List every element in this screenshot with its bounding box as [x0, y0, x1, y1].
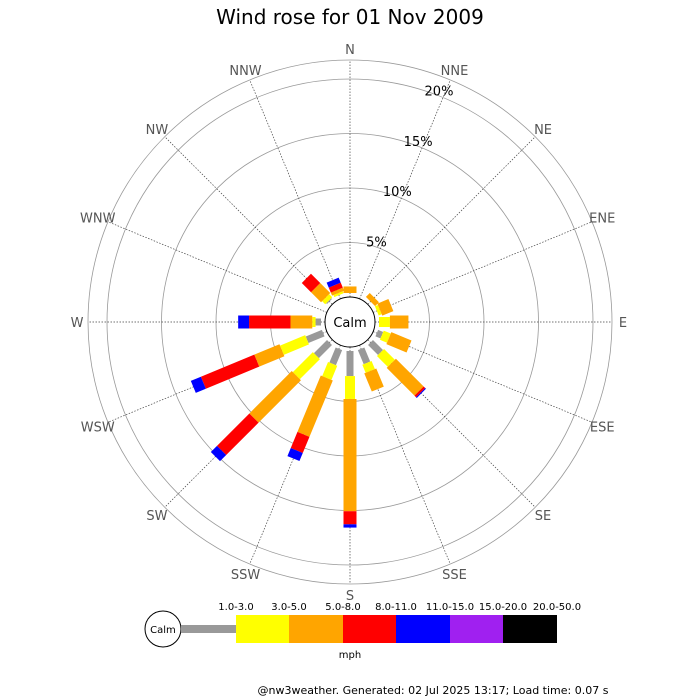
legend-label-2: 3.0-5.0	[271, 602, 306, 613]
direction-label-wsw: WSW	[81, 420, 115, 435]
petal-sse-bin-2	[362, 360, 375, 373]
legend-label-1: 1.0-3.0	[218, 602, 253, 613]
petal-se-bin-5	[416, 388, 426, 398]
petal-wsw-bin-4	[200, 354, 260, 389]
grid-ring-outer	[87, 59, 613, 585]
legend-calm-label: Calm	[150, 625, 176, 636]
legend-swatch-5	[396, 615, 450, 643]
petal-wsw-bin-2	[280, 335, 310, 355]
ring-labels: 5% 10% 15% 20%	[366, 84, 453, 250]
petal-sse-bin-1	[357, 347, 371, 365]
petal-ese-bin-2	[379, 330, 391, 343]
direction-label-sse: SSE	[442, 568, 467, 583]
grid-ring-4	[106, 78, 594, 566]
petal-nw-bin-3	[311, 283, 331, 303]
direction-label-nne: NNE	[441, 64, 469, 79]
petal-ssw-bin-5	[287, 448, 303, 462]
petal-nw-bin-1	[326, 298, 332, 304]
petal-wsw-bin-3	[254, 344, 285, 367]
petal-wsw-bin-5	[190, 376, 206, 393]
petal-ssw-bin-1	[329, 347, 343, 366]
legend-swatch-4	[343, 615, 396, 643]
ring-label-2: 10%	[383, 185, 412, 200]
ring-label-4: 20%	[425, 84, 454, 99]
petal-ene-bin-3	[377, 299, 394, 316]
petal-se-bin-3	[386, 358, 424, 396]
legend: Calm mph 1.0-3.0 3.0-5.0 5.0-8.0 8.0-11.0 11…	[144, 602, 581, 661]
direction-label-wnw: WNW	[80, 212, 116, 227]
petal-nnw-bin-5	[326, 277, 341, 288]
petal-sw-bin-4	[216, 413, 259, 456]
spoke-nne	[359, 79, 451, 300]
chart-title: Wind rose for 01 Nov 2009	[216, 5, 484, 29]
direction-label-se: SE	[535, 509, 551, 524]
petal-ese-bin-1	[375, 329, 384, 339]
petal-nnw-bin-3	[330, 287, 345, 296]
direction-labels: N NNE NE ENE E ESE SE SSE S SSW SW WSW W WNW NW NNW	[71, 43, 628, 604]
legend-swatch-6	[450, 615, 503, 643]
spoke-wnw	[107, 221, 328, 313]
legend-swatch-3	[289, 615, 343, 643]
legend-unit-label: mph	[339, 650, 361, 661]
petal-nw-bin-2	[322, 294, 333, 305]
petal-ssw-bin-3	[297, 375, 333, 437]
petal-ene-bin-2	[374, 305, 382, 316]
petal-se-bin-2	[376, 348, 395, 367]
petal-nnw-bin-4	[328, 282, 343, 293]
direction-label-e: E	[619, 316, 627, 331]
direction-label-nw: NW	[146, 123, 169, 138]
direction-label-s: S	[346, 589, 354, 604]
petal-ssw-bin-4	[290, 431, 310, 453]
calm-center: Calm	[324, 296, 376, 348]
spoke-nw	[164, 136, 333, 305]
spoke-ne	[367, 136, 536, 305]
direction-label-ne: NE	[534, 123, 552, 138]
petal-sse-bin-3	[364, 368, 384, 392]
direction-label-ssw: SSW	[231, 568, 261, 583]
petal-nnw-bin-2	[333, 291, 344, 298]
direction-label-ene: ENE	[589, 212, 615, 227]
legend-label-3: 5.0-8.0	[325, 602, 360, 613]
petal-sw-bin-5	[210, 445, 227, 462]
petal-sw-bin-1	[313, 340, 332, 359]
calm-circle	[324, 296, 376, 348]
spoke-ene	[372, 221, 593, 313]
spoke-ese	[372, 331, 593, 423]
legend-label-4: 8.0-11.0	[375, 602, 417, 613]
petal-sw-bin-3	[249, 371, 301, 423]
spoke-nnw	[249, 79, 341, 300]
petal-ssw-bin-2	[322, 361, 338, 380]
chart-petals	[190, 273, 426, 528]
direction-label-ese: ESE	[590, 420, 615, 435]
calm-label: Calm	[333, 316, 366, 331]
petal-se-bin-4	[414, 386, 426, 398]
ring-label-3: 15%	[404, 135, 433, 150]
ring-label-1: 5%	[366, 236, 387, 251]
petal-sw-bin-2	[292, 352, 320, 380]
petal-wsw-bin-1	[305, 329, 325, 344]
direction-label-n: N	[345, 43, 355, 58]
legend-swatch-2	[236, 615, 289, 643]
petal-se-bin-1	[368, 340, 384, 356]
petal-nw-bin-4	[301, 273, 321, 293]
petal-ese-bin-3	[386, 332, 412, 353]
legend-swatch-7	[503, 615, 557, 643]
direction-label-nnw: NNW	[229, 64, 261, 79]
legend-label-6: 15.0-20.0	[479, 602, 527, 613]
petal-ne-bin-3	[365, 293, 379, 307]
legend-swatch-1	[181, 625, 236, 633]
direction-label-w: W	[71, 316, 84, 331]
legend-label-7: 20.0-50.0	[533, 602, 581, 613]
legend-label-5: 11.0-15.0	[426, 602, 474, 613]
footer-text: @nw3weather. Generated: 02 Jul 2025 13:1…	[258, 684, 609, 697]
direction-label-sw: SW	[146, 509, 167, 524]
